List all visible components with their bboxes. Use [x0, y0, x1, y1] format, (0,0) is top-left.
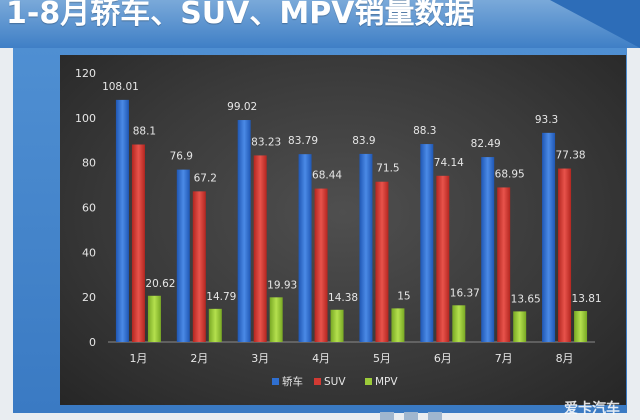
bar [436, 175, 450, 342]
bar [147, 295, 161, 342]
bar [513, 311, 527, 342]
legend-swatch [314, 378, 321, 385]
data-label: 108.01 [102, 81, 139, 93]
data-label: 83.79 [288, 135, 318, 147]
data-label: 93.3 [535, 114, 558, 126]
y-tick-label: 0 [89, 336, 96, 349]
bar [269, 297, 283, 342]
data-label: 16.37 [450, 287, 480, 299]
legend-label: MPV [375, 376, 398, 388]
y-tick-label: 100 [75, 112, 96, 125]
bar [420, 144, 434, 342]
x-tick-label: 1月 [129, 352, 147, 365]
bar [208, 308, 222, 342]
x-tick-label: 5月 [373, 352, 391, 365]
bar [176, 169, 190, 342]
bar [298, 154, 312, 342]
data-label: 76.9 [170, 151, 193, 163]
legend-swatch [272, 378, 279, 385]
data-label: 82.49 [471, 138, 501, 150]
bottom-decoration [380, 412, 470, 420]
bar [359, 153, 373, 342]
x-tick-label: 3月 [251, 352, 269, 365]
bar [115, 99, 129, 342]
bar-layer [115, 99, 588, 342]
y-tick-label: 120 [75, 67, 96, 80]
data-label: 88.3 [413, 125, 436, 137]
data-label: 99.02 [227, 101, 257, 113]
legend-label: 轿车 [282, 375, 303, 388]
bar [330, 309, 344, 342]
decor-block [404, 412, 418, 420]
bar [452, 305, 466, 342]
y-tick-label: 40 [82, 246, 96, 259]
bar [481, 157, 495, 342]
bar [314, 188, 328, 342]
data-label: 14.38 [328, 292, 358, 304]
data-label: 83.23 [251, 136, 281, 148]
x-tick-label: 2月 [190, 352, 208, 365]
bar [497, 187, 511, 342]
data-label: 19.93 [267, 279, 297, 291]
data-label: 71.5 [376, 163, 399, 175]
header-banner: 1-8月轿车、SUV、MPV销量数据 [0, 0, 640, 48]
data-label: 14.79 [206, 291, 236, 303]
data-label: 68.95 [495, 168, 525, 180]
bar [375, 181, 389, 342]
data-label: 20.62 [145, 278, 175, 290]
decor-block [380, 412, 394, 420]
bar [542, 132, 556, 342]
y-tick-label: 60 [82, 202, 96, 215]
y-tick-label: 80 [82, 157, 96, 170]
data-label: 13.65 [511, 293, 541, 305]
x-tick-label: 6月 [434, 352, 452, 365]
label-layer: 108.01 88.1 20.62 76.967.2 14.79 99.02 83.23 19… [102, 81, 602, 306]
x-tick-label: 7月 [495, 352, 513, 365]
plot-area [60, 55, 626, 405]
data-label: 88.1 [133, 126, 156, 138]
decor-block [428, 412, 442, 420]
bar [574, 311, 588, 342]
page-title: 1-8月轿车、SUV、MPV销量数据 [6, 0, 475, 31]
x-tick-label: 8月 [556, 352, 574, 365]
bar-chart: 0 20 40 60 80 100 120 1月 2月 3月 4月 5月 6月 7月 8月 108.01 88… [75, 67, 602, 388]
data-label: 83.9 [352, 135, 375, 147]
banner-corner-decoration [550, 0, 640, 48]
data-label: 67.2 [194, 172, 217, 184]
bar [192, 191, 206, 342]
legend-label: SUV [324, 376, 346, 388]
legend: 轿车 SUV MPV [272, 375, 398, 388]
y-tick-label: 20 [82, 291, 96, 304]
axis-layer: 0 20 40 60 80 100 120 1月 2月 3月 4月 5月 6月 7月 8月 [75, 67, 595, 365]
bar [558, 168, 572, 342]
bar [131, 144, 145, 342]
legend-swatch [365, 378, 372, 385]
x-tick-label: 4月 [312, 352, 330, 365]
data-label: 74.14 [434, 157, 464, 169]
bar [391, 308, 405, 342]
watermark-logo: 爱卡汽车 [564, 401, 620, 417]
data-label: 15 [397, 290, 410, 302]
data-label: 13.81 [572, 293, 602, 305]
data-label: 77.38 [556, 150, 586, 162]
bar [237, 120, 251, 342]
data-label: 68.44 [312, 170, 342, 182]
bar [253, 155, 267, 342]
